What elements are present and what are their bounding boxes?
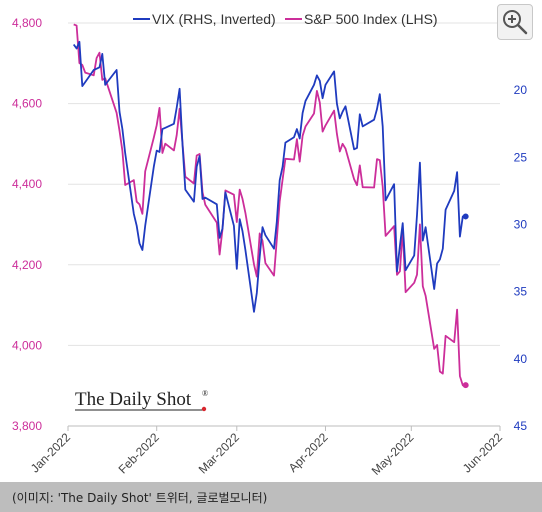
- left-tick-label: 4,200: [12, 258, 42, 272]
- x-tick-label: May-2022: [369, 430, 417, 478]
- right-tick-label: 30: [514, 218, 528, 232]
- left-tick-label: 4,000: [12, 338, 42, 352]
- x-tick-label: Jan-2022: [28, 430, 74, 476]
- zoom-button[interactable]: [497, 4, 533, 40]
- left-axis-ticks: 3,800 4,000 4,200 4,400 4,600 4,800: [12, 16, 42, 433]
- vix-end-marker: [462, 213, 469, 220]
- right-tick-label: 45: [514, 419, 528, 433]
- right-tick-label: 40: [514, 352, 528, 366]
- x-tick-label: Feb-2022: [116, 430, 162, 476]
- vix-line: [72, 40, 466, 313]
- series-layer: [72, 23, 469, 389]
- x-tick-label: Apr-2022: [286, 430, 331, 475]
- gridlines: [68, 22, 500, 427]
- zoom-in-icon: [503, 10, 528, 35]
- left-tick-label: 4,600: [12, 97, 42, 111]
- x-axis-ticks: Jan-2022 Feb-2022 Mar-2022 Apr-2022 May-2022…: [28, 426, 506, 478]
- image-caption: (이미지: 'The Daily Shot' 트위터, 글로벌모니터): [12, 491, 268, 505]
- x-tick-label: Jun-2022: [460, 430, 506, 476]
- right-tick-label: 25: [514, 150, 528, 164]
- watermark: The Daily Shot ®: [75, 389, 208, 412]
- right-axis-ticks: 15202530354045: [514, 16, 528, 433]
- watermark-dot: [201, 406, 207, 412]
- legend-label-vix: VIX (RHS, Inverted): [152, 11, 276, 27]
- right-tick-label: 35: [514, 285, 528, 299]
- left-tick-label: 3,800: [12, 419, 42, 433]
- right-tick-label: 20: [514, 83, 528, 97]
- watermark-text: The Daily Shot: [75, 389, 192, 410]
- caption-bar: (이미지: 'The Daily Shot' 트위터, 글로벌모니터): [0, 482, 542, 512]
- legend: VIX (RHS, Inverted) S&P 500 Index (LHS): [133, 11, 438, 27]
- legend-label-spx: S&P 500 Index (LHS): [304, 11, 438, 27]
- sp500-end-marker: [462, 382, 469, 389]
- watermark-registered: ®: [202, 389, 208, 398]
- left-tick-label: 4,400: [12, 177, 42, 191]
- x-tick-label: Mar-2022: [196, 430, 242, 476]
- left-tick-label: 4,800: [12, 16, 42, 30]
